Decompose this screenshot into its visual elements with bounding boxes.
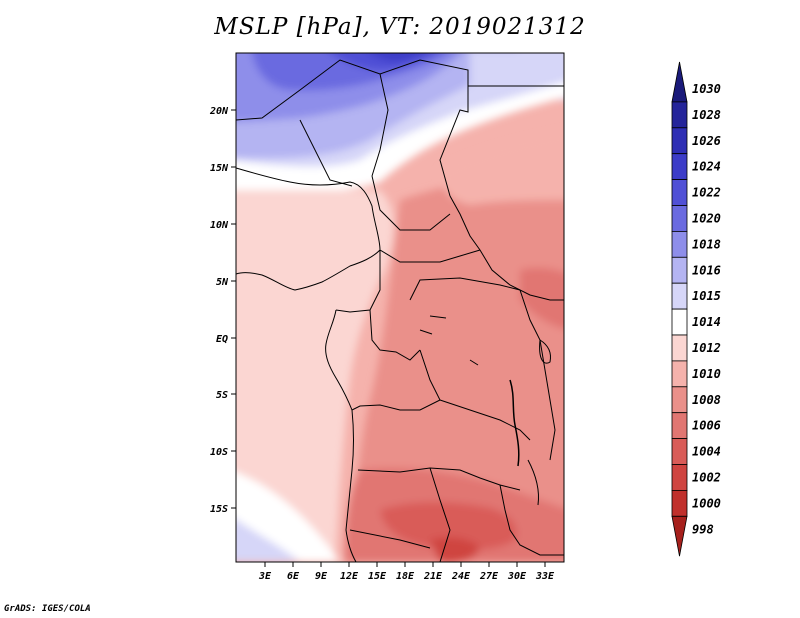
colorbar-label: 1008 [692,393,721,407]
lon-label: 33E [535,571,555,582]
map-frame [235,52,565,563]
lat-label: 10N [210,220,229,231]
lon-label: 15E [368,571,387,582]
lon-label: 18E [396,571,415,582]
colorbar-label: 1010 [692,367,721,381]
colorbar-swatch [671,153,688,180]
colorbar-label: 1028 [692,108,721,122]
colorbar-swatch [671,282,688,310]
colorbar-label: 1006 [692,419,721,433]
map-title: MSLP [hPa], VT: 2019021312 [214,14,586,40]
grads-credit: GrADS: IGES/COLA [4,604,91,614]
longitude-axis: 3E 6E 9E 12E 15E 18E 21E 24E 27E 30E 33E [258,562,555,582]
lat-label: 5S [216,390,228,401]
latitude-axis: 20N 15N 10N 5N EQ 5S 10S 15S [209,106,236,515]
colorbar-label: 1000 [692,496,721,510]
colorbar-swatch [671,464,688,491]
lon-label: 24E [451,571,471,582]
colorbar-label: 1024 [692,160,721,174]
colorbar-swatch [671,334,688,362]
colorbar-label: 1030 [692,82,721,96]
lat-label: 5N [216,277,229,288]
colorbar-swatch [671,360,688,388]
colorbar-label: 1026 [692,134,721,148]
colorbar-swatch [671,308,688,336]
colorbar-label: 1016 [692,263,721,277]
lon-label: 3E [258,571,272,582]
lon-label: 21E [423,571,443,582]
lon-label: 9E [315,571,328,582]
colorbar-label: 1002 [692,470,721,484]
colorbar-swatch [671,386,688,414]
colorbar-label: 1022 [692,186,721,200]
colorbar-label: 1004 [692,445,721,459]
colorbar-swatch [671,489,688,517]
colorbar-swatch [671,127,688,155]
colorbar-swatch [671,205,688,232]
lon-label: 27E [479,571,499,582]
colorbar-swatch [671,61,688,103]
colorbar-swatch [671,412,688,440]
colorbar-swatch [671,230,688,258]
colorbar-swatch [671,438,688,465]
colorbar-swatch [671,179,688,206]
colorbar-label: 1018 [692,237,721,251]
pressure-field [236,53,564,562]
colorbar-label: 1020 [692,211,721,225]
lat-label: EQ [216,334,228,345]
colorbar-label: 1014 [692,315,721,329]
colorbar-swatch [671,515,688,557]
lat-label: 15N [210,163,229,174]
colorbar-label: 998 [692,522,714,536]
lat-label: 10S [210,447,228,458]
lat-label: 15S [210,504,228,515]
colorbar: 1030 1028 1026 1024 1022 1020 1018 1016 1015 1014… [671,61,721,557]
country-boundaries [236,59,564,562]
colorbar-label: 1012 [692,341,721,355]
lon-label: 12E [340,571,359,582]
lon-label: 30E [507,571,527,582]
colorbar-swatch [671,101,688,129]
colorbar-swatch [671,256,688,284]
colorbar-label: 1015 [692,289,721,303]
lon-label: 6E [287,571,300,582]
lat-label: 20N [209,106,229,117]
